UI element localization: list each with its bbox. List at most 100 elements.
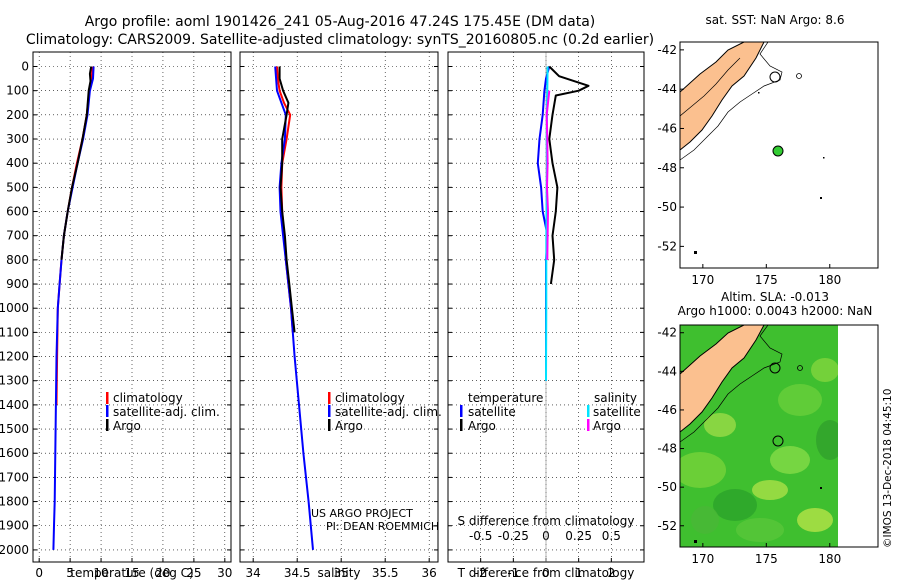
depth-tick-label: 900: [6, 277, 29, 291]
lat-tick-label: -44: [657, 82, 677, 96]
island-dot: [758, 92, 760, 94]
lat-tick-label: -52: [657, 239, 677, 253]
figure-title-line2: Climatology: CARS2009. Satellite-adjuste…: [26, 32, 654, 48]
secondary-x-tick-label: 0.25: [565, 529, 592, 543]
legend-climatology-label: climatology: [335, 391, 405, 405]
depth-tick-label: 400: [6, 156, 29, 170]
x-axis-label: salinity: [317, 566, 360, 580]
x-tick-label: 34.5: [284, 566, 311, 580]
depth-tick-label: 700: [6, 229, 29, 243]
depth-tick-label: 300: [6, 132, 29, 146]
legend-argo-label: Argo: [113, 419, 141, 433]
series-line: [60, 66, 93, 260]
x-axis-label: T difference from climatology: [457, 566, 635, 580]
x-tick-label: 0: [542, 566, 550, 580]
salinity-legend: climatology satellite-adj. clim. Argo: [328, 391, 442, 433]
x-tick-label: 34: [246, 566, 261, 580]
south-island-land: [680, 42, 765, 151]
copyright-stamp: ©IMOS 13-Dec-2018 04:45:10: [882, 389, 894, 548]
lat-tick-label: -46: [657, 121, 677, 135]
legend-salinity-title: salinity: [594, 391, 637, 405]
legend-climatology-swatch: [106, 392, 109, 404]
legend-temp-satellite-label: satellite: [468, 405, 516, 419]
depth-tick-label: 0: [21, 60, 29, 74]
depth-tick-label: 1300: [0, 374, 29, 388]
south-island-land: [680, 325, 765, 433]
credit-line1: US ARGO PROJECT: [311, 507, 413, 520]
legend-satellite-swatch: [106, 405, 109, 417]
plot-frame: [239, 51, 439, 563]
depth-tick-label: 1400: [0, 398, 29, 412]
depth-tick-label: 500: [6, 180, 29, 194]
legend-climatology-label: climatology: [113, 391, 183, 405]
depth-tick-label: 2000: [0, 543, 29, 557]
x-tick-label: 1: [575, 566, 583, 580]
series-line: [545, 90, 551, 260]
x-tick-label: 0: [35, 566, 43, 580]
series-line: [278, 66, 296, 333]
sla-anomaly-patch: [704, 413, 736, 437]
lon-tick-label: 170: [691, 273, 714, 287]
legend-sal-satellite-label: satellite: [593, 405, 641, 419]
sst-map-frame: [679, 41, 879, 269]
lat-tick-label: -46: [657, 403, 677, 417]
x-tick-label: 35.5: [372, 566, 399, 580]
series-line: [548, 65, 590, 285]
island-dot: [694, 540, 697, 543]
legend-argo-label: Argo: [335, 419, 363, 433]
lon-tick-label: 180: [818, 273, 841, 287]
island-dot: [820, 197, 822, 199]
depth-axis-labels: 0 100 200 300 400 500 600 700 800 900 1000 1100 1200…: [0, 60, 29, 557]
x-tick-label: 20: [155, 566, 170, 580]
legend-satellite-swatch: [328, 405, 331, 417]
lat-tick-label: -44: [657, 364, 677, 378]
lat-tick-label: -50: [657, 480, 677, 494]
legend-satellite-label: satellite-adj. clim.: [113, 405, 220, 419]
lat-tick-label: -48: [657, 161, 677, 175]
legend-sal-argo-label: Argo: [593, 419, 621, 433]
x-tick-label: 35: [334, 566, 349, 580]
legend-temp-satellite-swatch: [460, 405, 463, 417]
shelf-contour: [680, 325, 783, 443]
legend-temperature-title: temperature: [468, 391, 543, 405]
depth-tick-label: 600: [6, 205, 29, 219]
sla-anomaly-patch: [778, 384, 822, 416]
lon-tick-label: 175: [755, 552, 778, 566]
sst-map-ticks: 170 175 180 -42 -44 -46 -48 -50 -52: [657, 43, 841, 287]
island-dot: [823, 157, 825, 159]
x-tick-label: 30: [217, 566, 232, 580]
difference-legend: temperature salinity satellite Argo sate…: [460, 391, 641, 433]
secondary-x-tick-label: -0.25: [498, 529, 529, 543]
island-marker: [796, 73, 802, 79]
argo-float-marker: [772, 145, 784, 157]
legend-argo-swatch: [328, 419, 331, 431]
sla-map-ticks: 170 175 180 -42 -44 -46 -48 -50 -52: [657, 326, 841, 566]
secondary-x-tick-label: -0.5: [469, 529, 492, 543]
credit-line2: PI: DEAN ROEMMICH: [326, 520, 439, 533]
sla-anomaly-patch: [797, 508, 833, 532]
secondary-x-tick-label: 0.5: [602, 529, 621, 543]
sla-anomaly-patch: [691, 506, 719, 534]
lon-tick-label: 175: [755, 273, 778, 287]
temperature-panel: 0 5 10 15 20 25 30 temperature (deg C): [32, 51, 232, 580]
sla-anomalies: [680, 358, 838, 542]
depth-tick-label: 1900: [0, 519, 29, 533]
x-tick-label: 36: [422, 566, 437, 580]
depth-tick-label: 1500: [0, 422, 29, 436]
figure-title-line1: Argo profile: aoml 1901426_241 05-Aug-20…: [85, 14, 596, 30]
lon-tick-label: 170: [691, 552, 714, 566]
sla-anomaly-patch: [816, 420, 838, 460]
argo-float-marker: [772, 435, 784, 447]
island-marker: [769, 362, 781, 374]
x-tick-label: -2: [475, 566, 487, 580]
lat-tick-label: -52: [657, 519, 677, 533]
lon-tick-label: 180: [818, 552, 841, 566]
temperature-legend: climatology satellite-adj. clim. Argo: [106, 391, 220, 433]
island-dot: [694, 251, 697, 254]
legend-sal-argo-swatch: [587, 419, 590, 431]
depth-tick-label: 1200: [0, 350, 29, 364]
series-line: [274, 66, 314, 550]
lat-tick-label: -42: [657, 43, 677, 57]
sst-map-title: sat. SST: NaN Argo: 8.6: [706, 13, 845, 27]
